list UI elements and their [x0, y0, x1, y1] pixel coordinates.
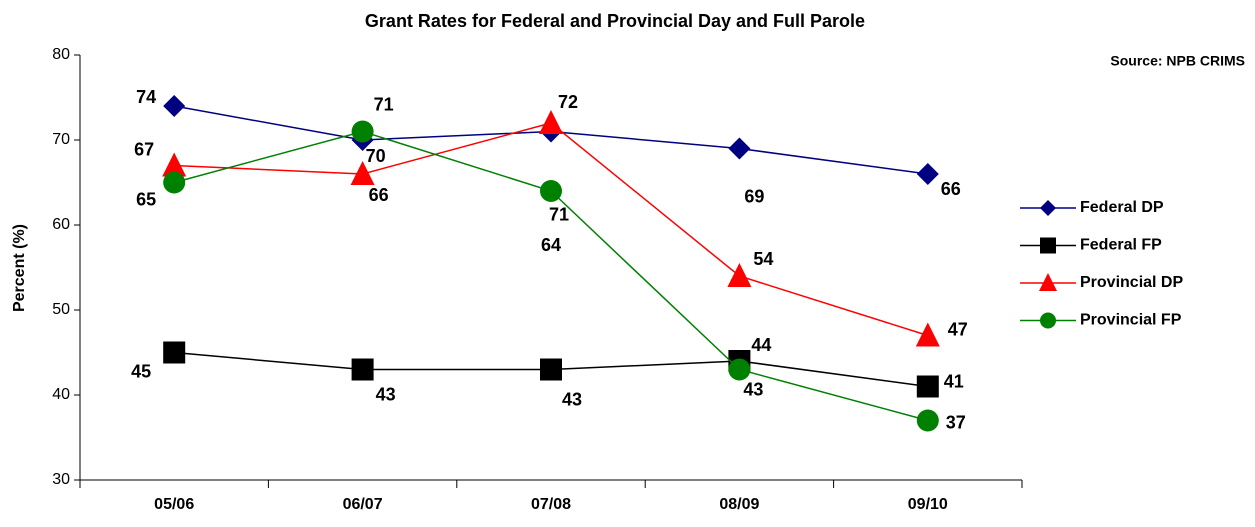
data-label: 69 — [744, 186, 764, 206]
y-tick-label: 80 — [52, 46, 70, 63]
data-point — [728, 358, 751, 381]
data-point — [350, 161, 375, 185]
data-point — [540, 358, 562, 381]
legend-label: Provincial DP — [1080, 274, 1183, 291]
x-tick-label: 08/09 — [719, 496, 759, 513]
data-label: 44 — [751, 335, 771, 355]
x-tick-label: 05/06 — [154, 496, 194, 513]
data-label: 71 — [374, 94, 394, 114]
data-label: 74 — [136, 87, 156, 107]
series-line — [174, 122, 929, 337]
y-tick-label: 30 — [52, 471, 70, 488]
data-point — [163, 95, 186, 117]
legend-label: Provincial FP — [1080, 312, 1182, 329]
data-label: 43 — [562, 389, 582, 409]
data-label: 71 — [549, 204, 569, 224]
source-note: Source: NPB CRIMS — [1110, 53, 1245, 69]
data-label: 41 — [944, 371, 964, 391]
data-point — [727, 263, 752, 287]
data-point — [540, 180, 562, 202]
x-tick-label: 06/07 — [343, 496, 383, 513]
data-label: 70 — [366, 146, 386, 166]
data-point — [916, 163, 939, 185]
data-point — [162, 152, 187, 177]
y-tick-label: 50 — [52, 301, 70, 318]
data-point — [163, 171, 186, 194]
data-label: 45 — [131, 361, 151, 381]
legend-marker — [1039, 273, 1057, 291]
data-label: 67 — [134, 139, 154, 159]
y-tick-label: 70 — [52, 131, 70, 148]
data-label: 37 — [946, 412, 966, 432]
data-label: 43 — [743, 379, 763, 399]
chart-title: Grant Rates for Federal and Provincial D… — [365, 11, 865, 31]
data-point — [916, 375, 939, 398]
data-point — [916, 409, 939, 432]
data-label: 66 — [941, 179, 961, 199]
data-label: 65 — [136, 189, 156, 209]
data-label: 43 — [376, 384, 396, 404]
data-label: 64 — [541, 235, 561, 255]
data-label: 47 — [948, 319, 968, 339]
data-point — [915, 322, 940, 347]
data-point — [351, 120, 374, 143]
data-point — [728, 137, 751, 160]
y-tick-label: 40 — [52, 386, 70, 403]
legend-marker — [1040, 237, 1056, 254]
x-tick-label: 09/10 — [908, 496, 948, 513]
data-point — [351, 358, 374, 381]
legend-label: Federal FP — [1080, 237, 1162, 254]
x-tick-label: 07/08 — [531, 496, 571, 513]
data-label: 72 — [558, 92, 578, 112]
data-label: 54 — [753, 249, 773, 269]
legend-label: Federal DP — [1080, 199, 1164, 216]
legend-marker — [1040, 200, 1056, 216]
data-point — [539, 110, 563, 134]
y-tick-label: 60 — [52, 216, 70, 233]
y-axis-label: Percent (%) — [11, 224, 28, 312]
data-label: 66 — [369, 185, 389, 205]
data-point — [163, 341, 186, 364]
legend-marker — [1040, 312, 1056, 329]
